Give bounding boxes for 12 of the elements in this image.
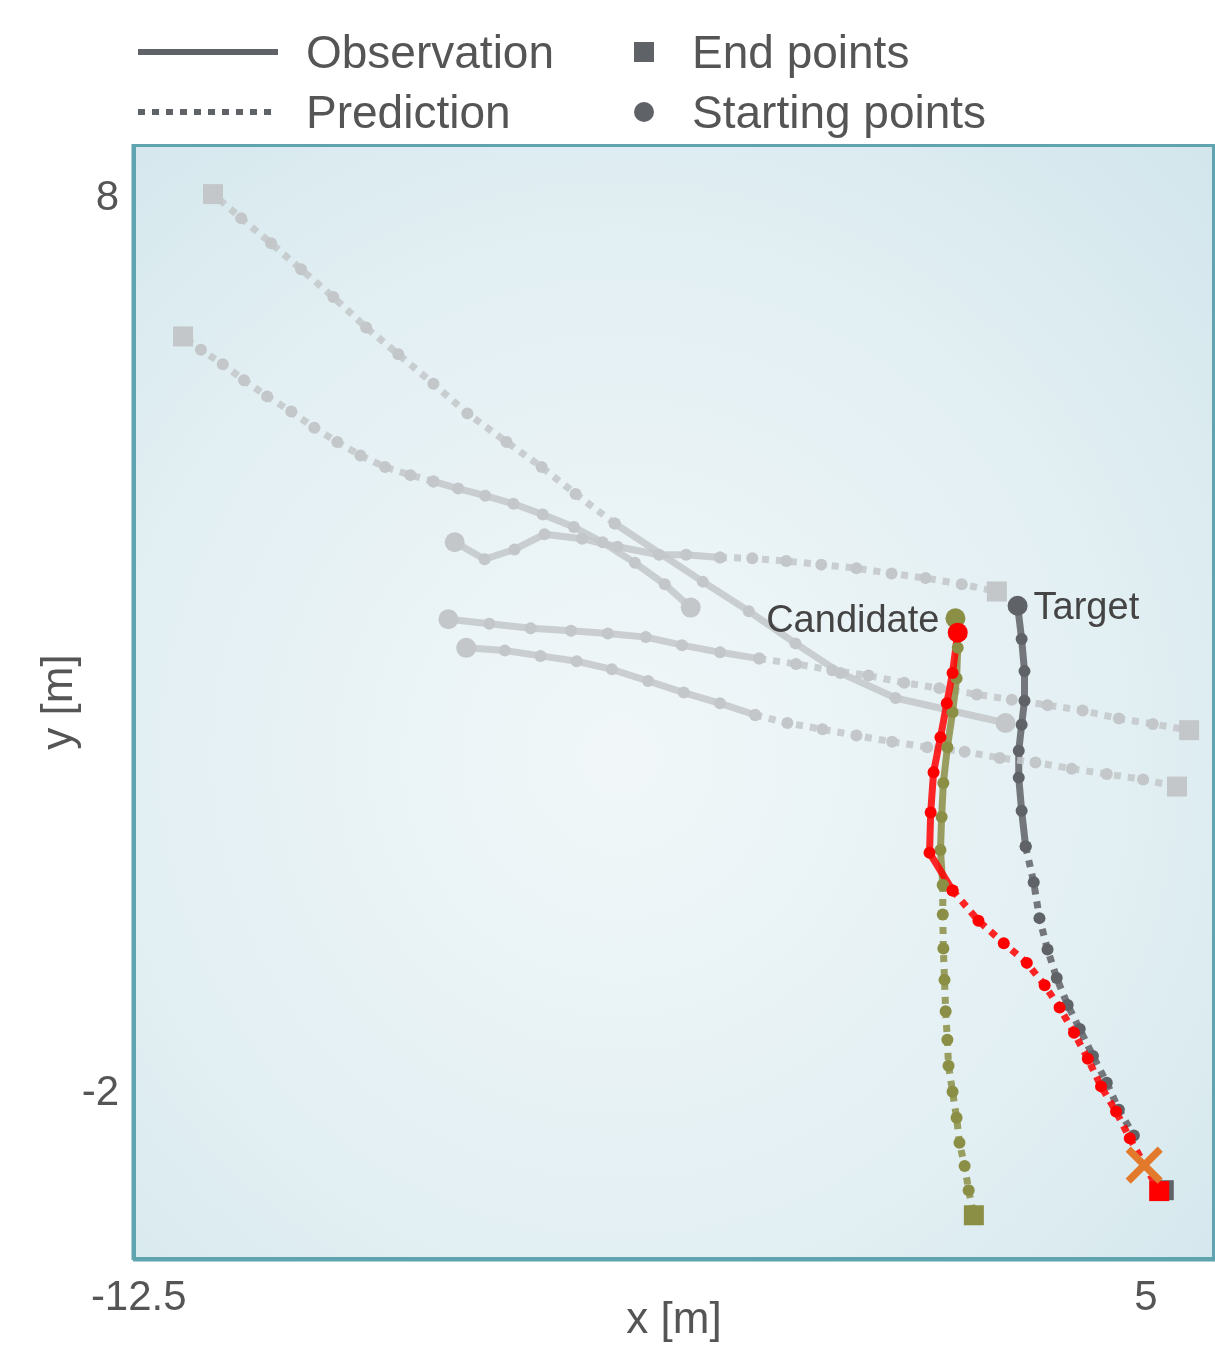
y-tick-label: -2 <box>81 1066 119 1114</box>
y-axis-title: y [m] <box>31 654 81 750</box>
x-tick-label: -12.5 <box>90 1271 187 1319</box>
legend-label: Prediction <box>306 85 511 139</box>
x-tick-label: 5 <box>1134 1271 1158 1319</box>
legend-label: End points <box>692 25 910 79</box>
y-tick-label: 8 <box>95 171 119 219</box>
legend-label: Observation <box>306 25 555 79</box>
x-axis-title: x [m] <box>626 1293 722 1342</box>
legend-label: Starting points <box>692 85 987 139</box>
annotation: Target <box>1033 585 1140 628</box>
annotation: Candidate <box>766 597 940 640</box>
